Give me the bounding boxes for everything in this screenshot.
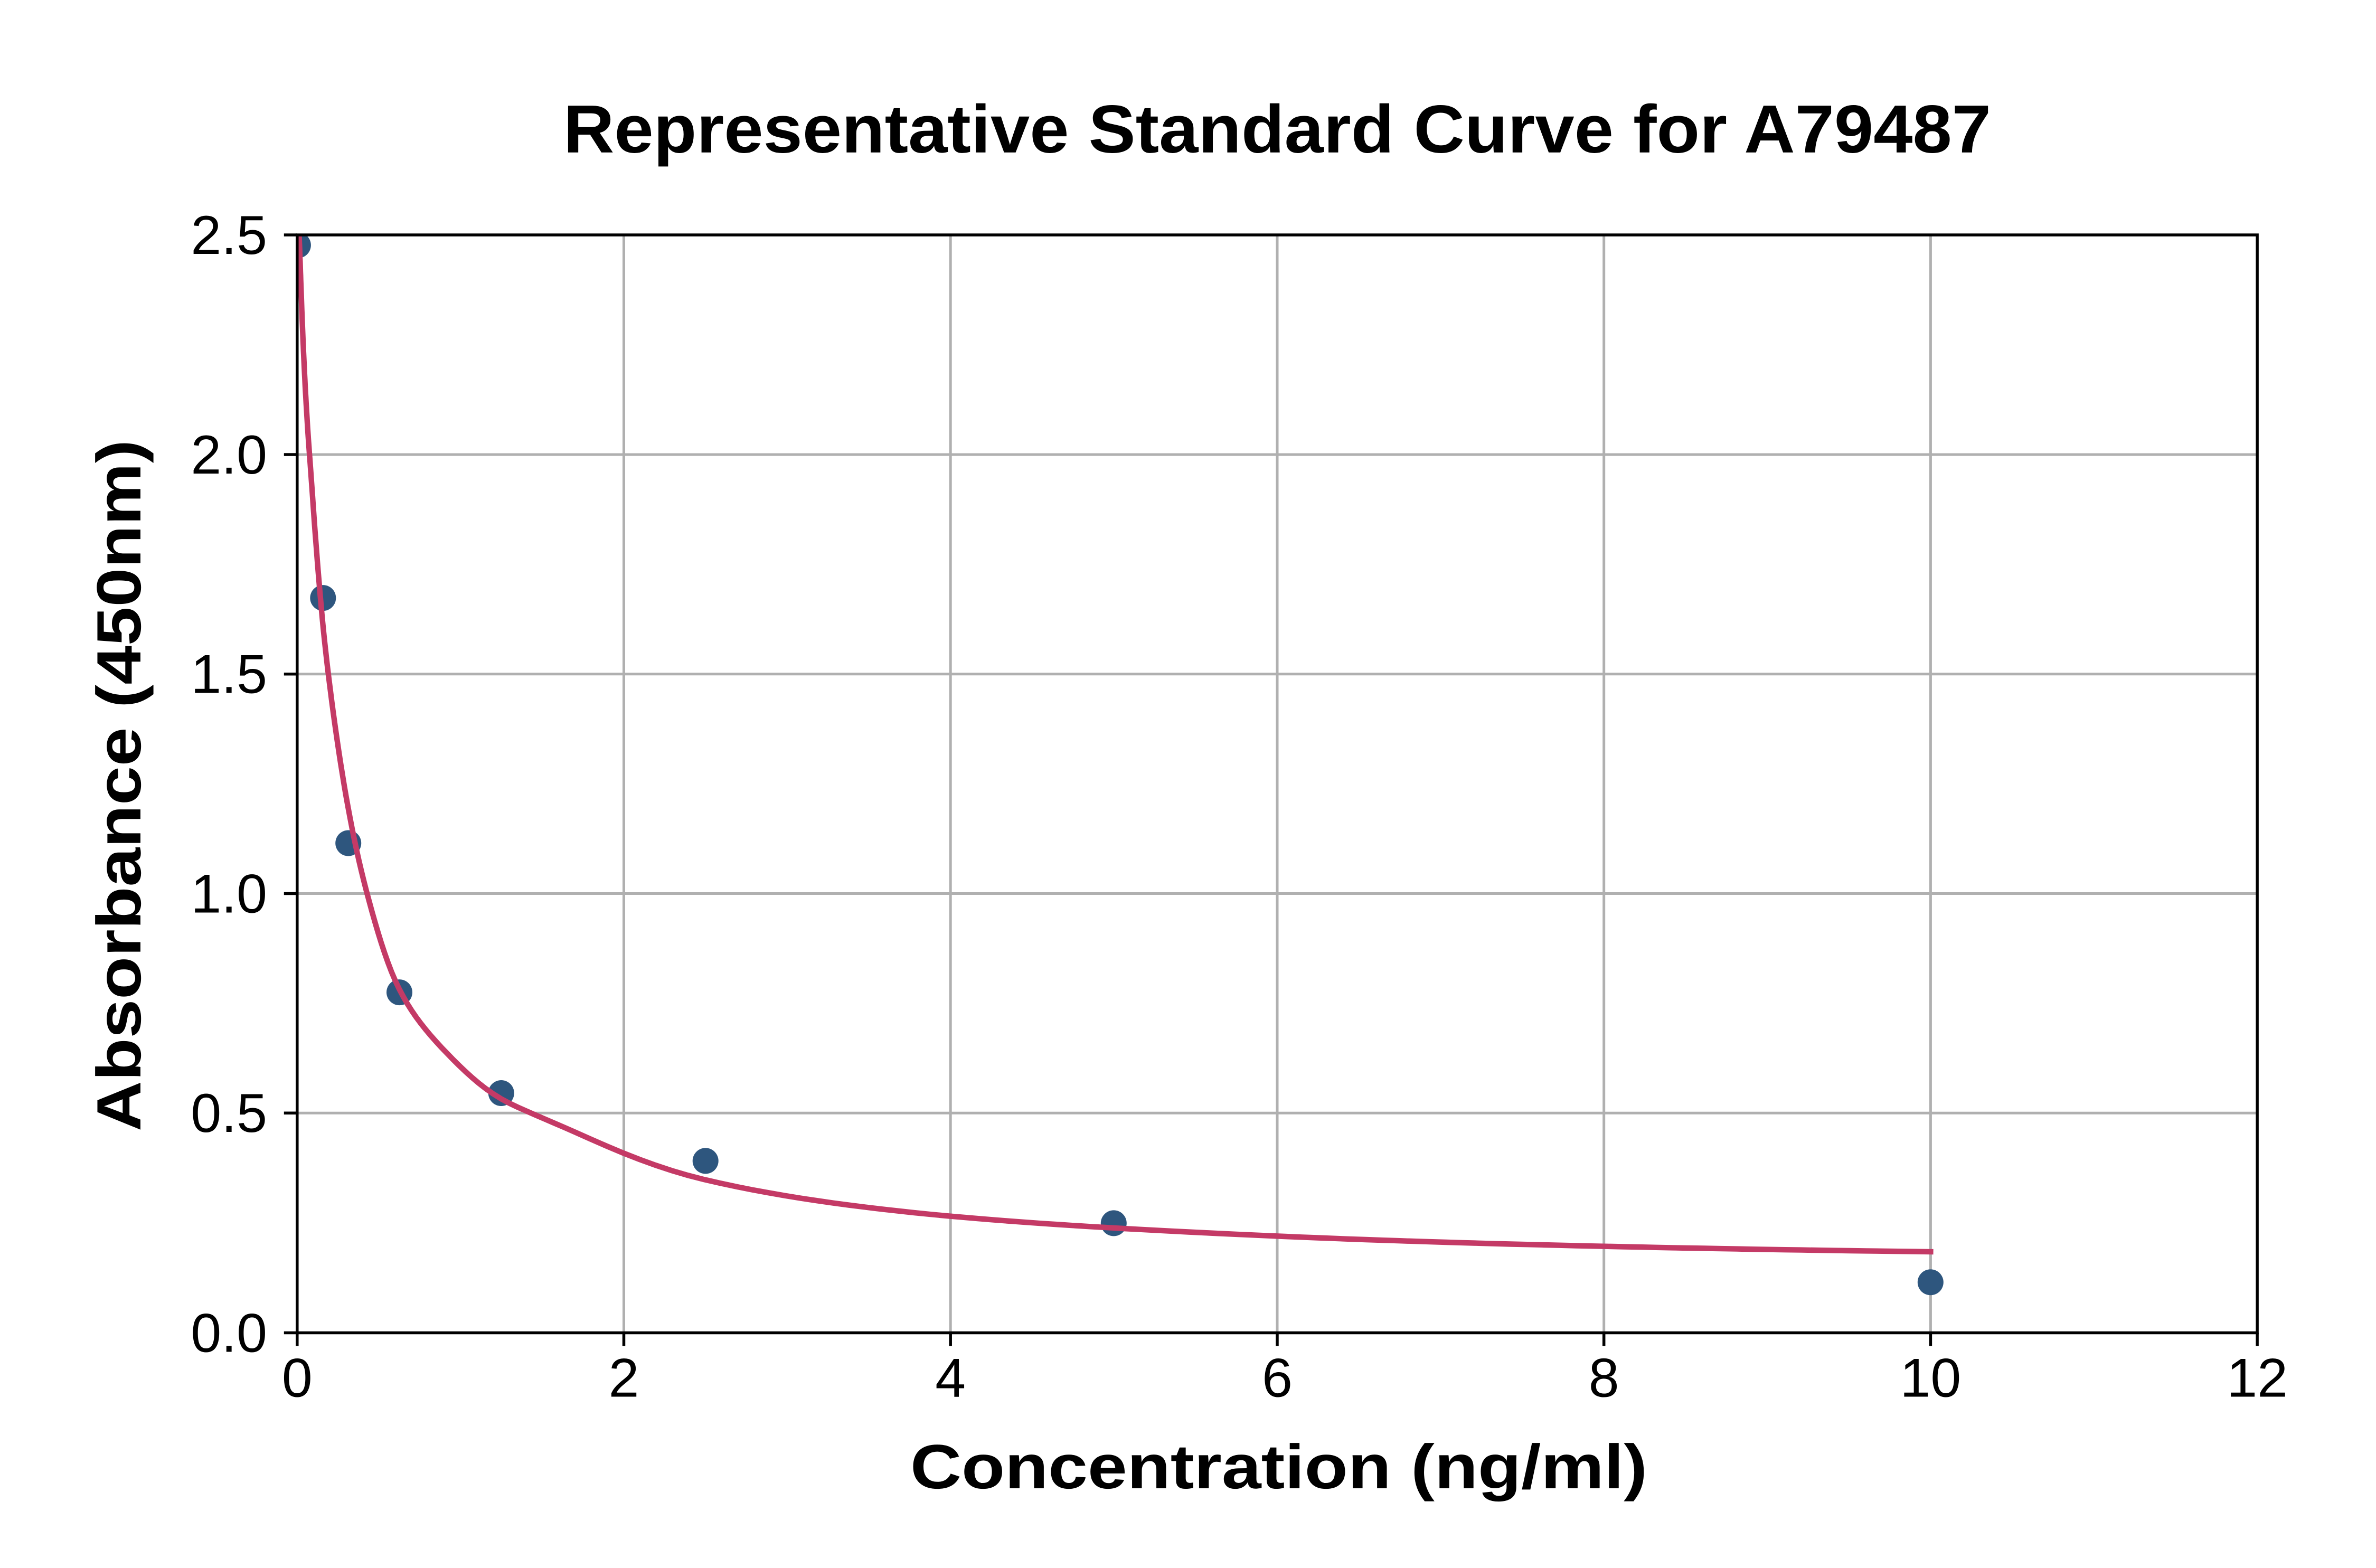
svg-text:8: 8 xyxy=(1589,1348,1619,1409)
svg-text:6: 6 xyxy=(1262,1348,1293,1409)
svg-text:2: 2 xyxy=(609,1348,639,1409)
svg-text:2.5: 2.5 xyxy=(191,205,267,266)
svg-text:0.5: 0.5 xyxy=(191,1083,267,1144)
svg-text:1.5: 1.5 xyxy=(191,644,267,705)
svg-text:4: 4 xyxy=(935,1348,966,1409)
svg-text:Absorbance (450nm): Absorbance (450nm) xyxy=(84,440,154,1131)
svg-text:Representative Standard Curve: Representative Standard Curve for A79487 xyxy=(563,92,1991,167)
svg-text:0: 0 xyxy=(282,1348,313,1409)
svg-text:12: 12 xyxy=(2227,1348,2288,1409)
svg-text:Concentration (ng/ml): Concentration (ng/ml) xyxy=(910,1432,1647,1502)
svg-text:2.0: 2.0 xyxy=(191,424,267,486)
svg-text:1.0: 1.0 xyxy=(191,863,267,924)
svg-text:0.0: 0.0 xyxy=(191,1302,267,1364)
svg-text:10: 10 xyxy=(1900,1348,1962,1409)
